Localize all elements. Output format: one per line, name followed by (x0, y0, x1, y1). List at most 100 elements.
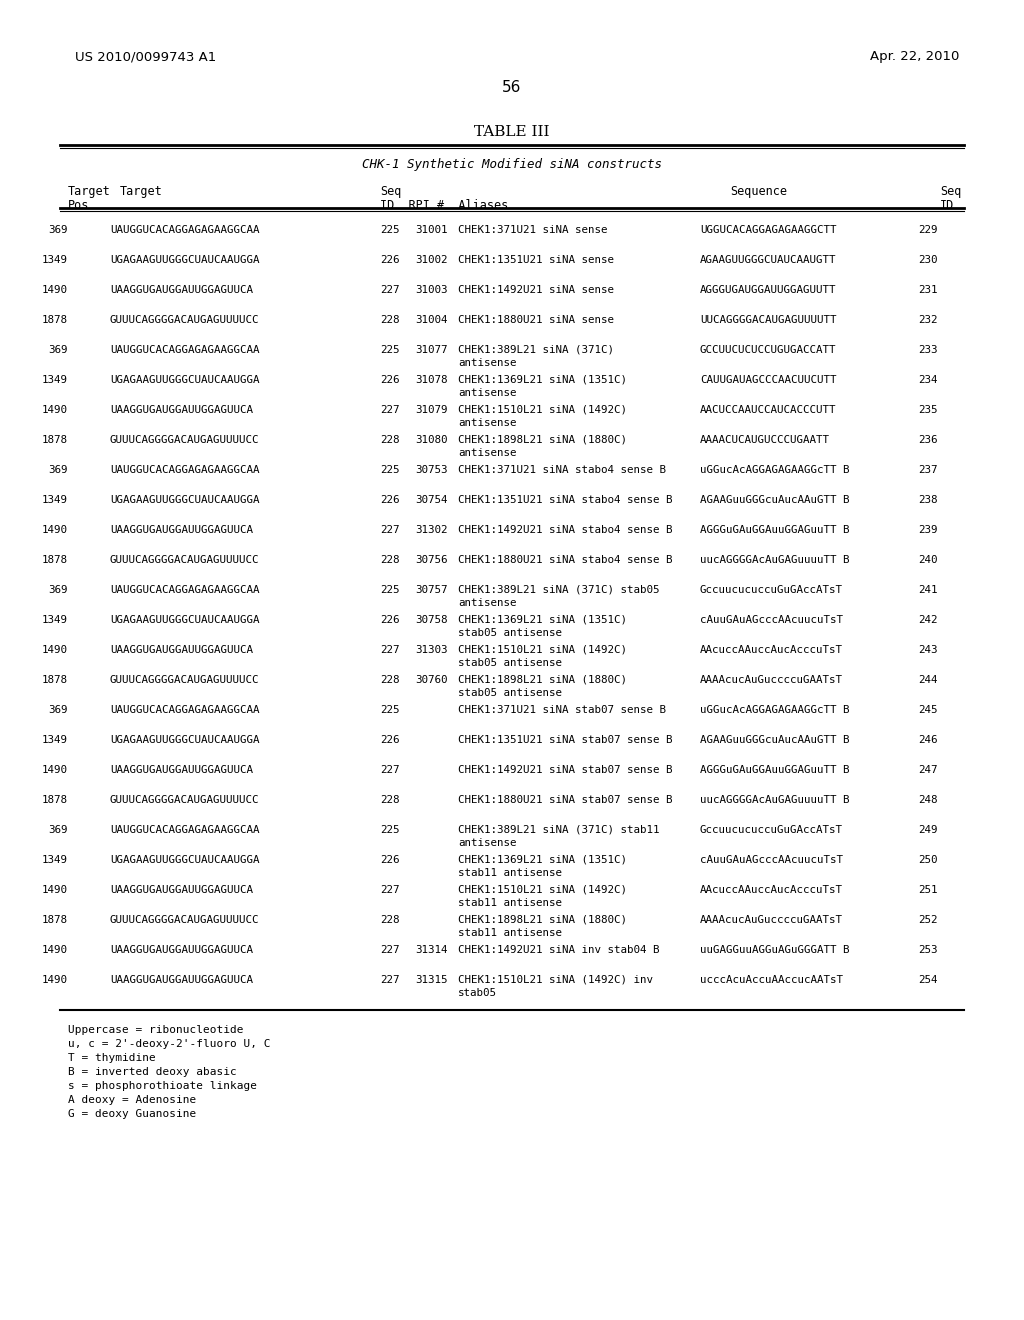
Text: 31302: 31302 (415, 525, 447, 535)
Text: 254: 254 (919, 975, 938, 985)
Text: AGGGuGAuGGAuuGGAGuuTT B: AGGGuGAuGGAuuGGAGuuTT B (700, 525, 850, 535)
Text: 228: 228 (380, 315, 399, 325)
Text: UAAGGUGAUGGAUUGGAGUUCA: UAAGGUGAUGGAUUGGAGUUCA (110, 405, 253, 414)
Text: B = inverted deoxy abasic: B = inverted deoxy abasic (68, 1067, 237, 1077)
Text: stab05 antisense: stab05 antisense (458, 688, 562, 698)
Text: GccuucucuccuGuGAccATsT: GccuucucuccuGuGAccATsT (700, 825, 843, 836)
Text: 1490: 1490 (42, 975, 68, 985)
Text: AAAAcucAuGuccccuGAATsT: AAAAcucAuGuccccuGAATsT (700, 915, 843, 925)
Text: 226: 226 (380, 375, 399, 385)
Text: 31004: 31004 (415, 315, 447, 325)
Text: 369: 369 (48, 825, 68, 836)
Text: AGGGuGAuGGAuuGGAGuuTT B: AGGGuGAuGGAuuGGAGuuTT B (700, 766, 850, 775)
Text: CHEK1:1351U21 siNA stab07 sense B: CHEK1:1351U21 siNA stab07 sense B (458, 735, 673, 744)
Text: CHEK1:1510L21 siNA (1492C): CHEK1:1510L21 siNA (1492C) (458, 645, 627, 655)
Text: Seq: Seq (940, 185, 962, 198)
Text: 1349: 1349 (42, 615, 68, 624)
Text: CHEK1:1510L21 siNA (1492C): CHEK1:1510L21 siNA (1492C) (458, 405, 627, 414)
Text: GUUUCAGGGGACAUGAGUUUUCC: GUUUCAGGGGACAUGAGUUUUCC (110, 675, 259, 685)
Text: uuGAGGuuAGGuAGuGGGATT B: uuGAGGuuAGGuAGuGGGATT B (700, 945, 850, 954)
Text: CAUUGAUAGCCCAACUUCUTT: CAUUGAUAGCCCAACUUCUTT (700, 375, 837, 385)
Text: UAUGGUCACAGGAGAGAAGGCAA: UAUGGUCACAGGAGAGAAGGCAA (110, 224, 259, 235)
Text: 31079: 31079 (415, 405, 447, 414)
Text: UAUGGUCACAGGAGAGAAGGCAA: UAUGGUCACAGGAGAGAAGGCAA (110, 825, 259, 836)
Text: 226: 226 (380, 495, 399, 506)
Text: 1878: 1878 (42, 795, 68, 805)
Text: stab11 antisense: stab11 antisense (458, 869, 562, 878)
Text: 225: 225 (380, 705, 399, 715)
Text: CHEK1:389L21 siNA (371C): CHEK1:389L21 siNA (371C) (458, 345, 614, 355)
Text: 1349: 1349 (42, 375, 68, 385)
Text: 1490: 1490 (42, 945, 68, 954)
Text: CHEK1:371U21 siNA stabo4 sense B: CHEK1:371U21 siNA stabo4 sense B (458, 465, 666, 475)
Text: GccuucucuccuGuGAccATsT: GccuucucuccuGuGAccATsT (700, 585, 843, 595)
Text: 247: 247 (919, 766, 938, 775)
Text: T = thymidine: T = thymidine (68, 1053, 156, 1063)
Text: 226: 226 (380, 615, 399, 624)
Text: antisense: antisense (458, 447, 516, 458)
Text: GUUUCAGGGGACAUGAGUUUUCC: GUUUCAGGGGACAUGAGUUUUCC (110, 915, 259, 925)
Text: UAUGGUCACAGGAGAGAAGGCAA: UAUGGUCACAGGAGAGAAGGCAA (110, 345, 259, 355)
Text: 226: 226 (380, 735, 399, 744)
Text: 30757: 30757 (415, 585, 447, 595)
Text: CHEK1:1880U21 siNA stab07 sense B: CHEK1:1880U21 siNA stab07 sense B (458, 795, 673, 805)
Text: CHEK1:1492U21 siNA inv stab04 B: CHEK1:1492U21 siNA inv stab04 B (458, 945, 659, 954)
Text: AGAAGUUGGGCUAUCAAUGTT: AGAAGUUGGGCUAUCAAUGTT (700, 255, 837, 265)
Text: CHEK1:1492U21 siNA stab07 sense B: CHEK1:1492U21 siNA stab07 sense B (458, 766, 673, 775)
Text: 369: 369 (48, 345, 68, 355)
Text: 369: 369 (48, 585, 68, 595)
Text: GCCUUCUCUCCUGUGACCATT: GCCUUCUCUCCUGUGACCATT (700, 345, 837, 355)
Text: 31001: 31001 (415, 224, 447, 235)
Text: 227: 227 (380, 884, 399, 895)
Text: Seq: Seq (380, 185, 401, 198)
Text: 235: 235 (919, 405, 938, 414)
Text: 227: 227 (380, 285, 399, 294)
Text: 1878: 1878 (42, 675, 68, 685)
Text: Pos: Pos (68, 199, 89, 213)
Text: 31080: 31080 (415, 436, 447, 445)
Text: UGAGAAGUUGGGCUAUCAAUGGA: UGAGAAGUUGGGCUAUCAAUGGA (110, 375, 259, 385)
Text: uGGucAcAGGAGAGAAGGcTT B: uGGucAcAGGAGAGAAGGcTT B (700, 465, 850, 475)
Text: antisense: antisense (458, 358, 516, 368)
Text: 227: 227 (380, 945, 399, 954)
Text: ID: ID (940, 199, 954, 213)
Text: Apr. 22, 2010: Apr. 22, 2010 (870, 50, 959, 63)
Text: 228: 228 (380, 675, 399, 685)
Text: 249: 249 (919, 825, 938, 836)
Text: AGGGUGAUGGAUUGGAGUUTT: AGGGUGAUGGAUUGGAGUUTT (700, 285, 837, 294)
Text: AAcuccAAuccAucAcccuTsT: AAcuccAAuccAucAcccuTsT (700, 645, 843, 655)
Text: Target: Target (120, 185, 163, 198)
Text: 31003: 31003 (415, 285, 447, 294)
Text: 227: 227 (380, 645, 399, 655)
Text: CHEK1:1492U21 siNA sense: CHEK1:1492U21 siNA sense (458, 285, 614, 294)
Text: cAuuGAuAGcccAAcuucuTsT: cAuuGAuAGcccAAcuucuTsT (700, 855, 843, 865)
Text: 227: 227 (380, 525, 399, 535)
Text: 1878: 1878 (42, 315, 68, 325)
Text: 227: 227 (380, 766, 399, 775)
Text: 248: 248 (919, 795, 938, 805)
Text: 369: 369 (48, 705, 68, 715)
Text: 234: 234 (919, 375, 938, 385)
Text: 1349: 1349 (42, 495, 68, 506)
Text: 1490: 1490 (42, 766, 68, 775)
Text: 246: 246 (919, 735, 938, 744)
Text: UGAGAAGUUGGGCUAUCAAUGGA: UGAGAAGUUGGGCUAUCAAUGGA (110, 855, 259, 865)
Text: CHK-1 Synthetic Modified siNA constructs: CHK-1 Synthetic Modified siNA constructs (362, 158, 662, 172)
Text: AAAAcucAuGuccccuGAATsT: AAAAcucAuGuccccuGAATsT (700, 675, 843, 685)
Text: CHEK1:1369L21 siNA (1351C): CHEK1:1369L21 siNA (1351C) (458, 855, 627, 865)
Text: AACUCCAAUCCAUCACCCUTT: AACUCCAAUCCAUCACCCUTT (700, 405, 837, 414)
Text: 228: 228 (380, 436, 399, 445)
Text: 31002: 31002 (415, 255, 447, 265)
Text: 369: 369 (48, 224, 68, 235)
Text: UAAGGUGAUGGAUUGGAGUUCA: UAAGGUGAUGGAUUGGAGUUCA (110, 975, 253, 985)
Text: UAUGGUCACAGGAGAGAAGGCAA: UAUGGUCACAGGAGAGAAGGCAA (110, 705, 259, 715)
Text: 1349: 1349 (42, 735, 68, 744)
Text: GUUUCAGGGGACAUGAGUUUUCC: GUUUCAGGGGACAUGAGUUUUCC (110, 436, 259, 445)
Text: CHEK1:371U21 siNA stab07 sense B: CHEK1:371U21 siNA stab07 sense B (458, 705, 666, 715)
Text: 227: 227 (380, 975, 399, 985)
Text: s = phosphorothioate linkage: s = phosphorothioate linkage (68, 1081, 257, 1092)
Text: CHEK1:1510L21 siNA (1492C): CHEK1:1510L21 siNA (1492C) (458, 884, 627, 895)
Text: 56: 56 (503, 81, 521, 95)
Text: antisense: antisense (458, 838, 516, 847)
Text: UAAGGUGAUGGAUUGGAGUUCA: UAAGGUGAUGGAUUGGAGUUCA (110, 285, 253, 294)
